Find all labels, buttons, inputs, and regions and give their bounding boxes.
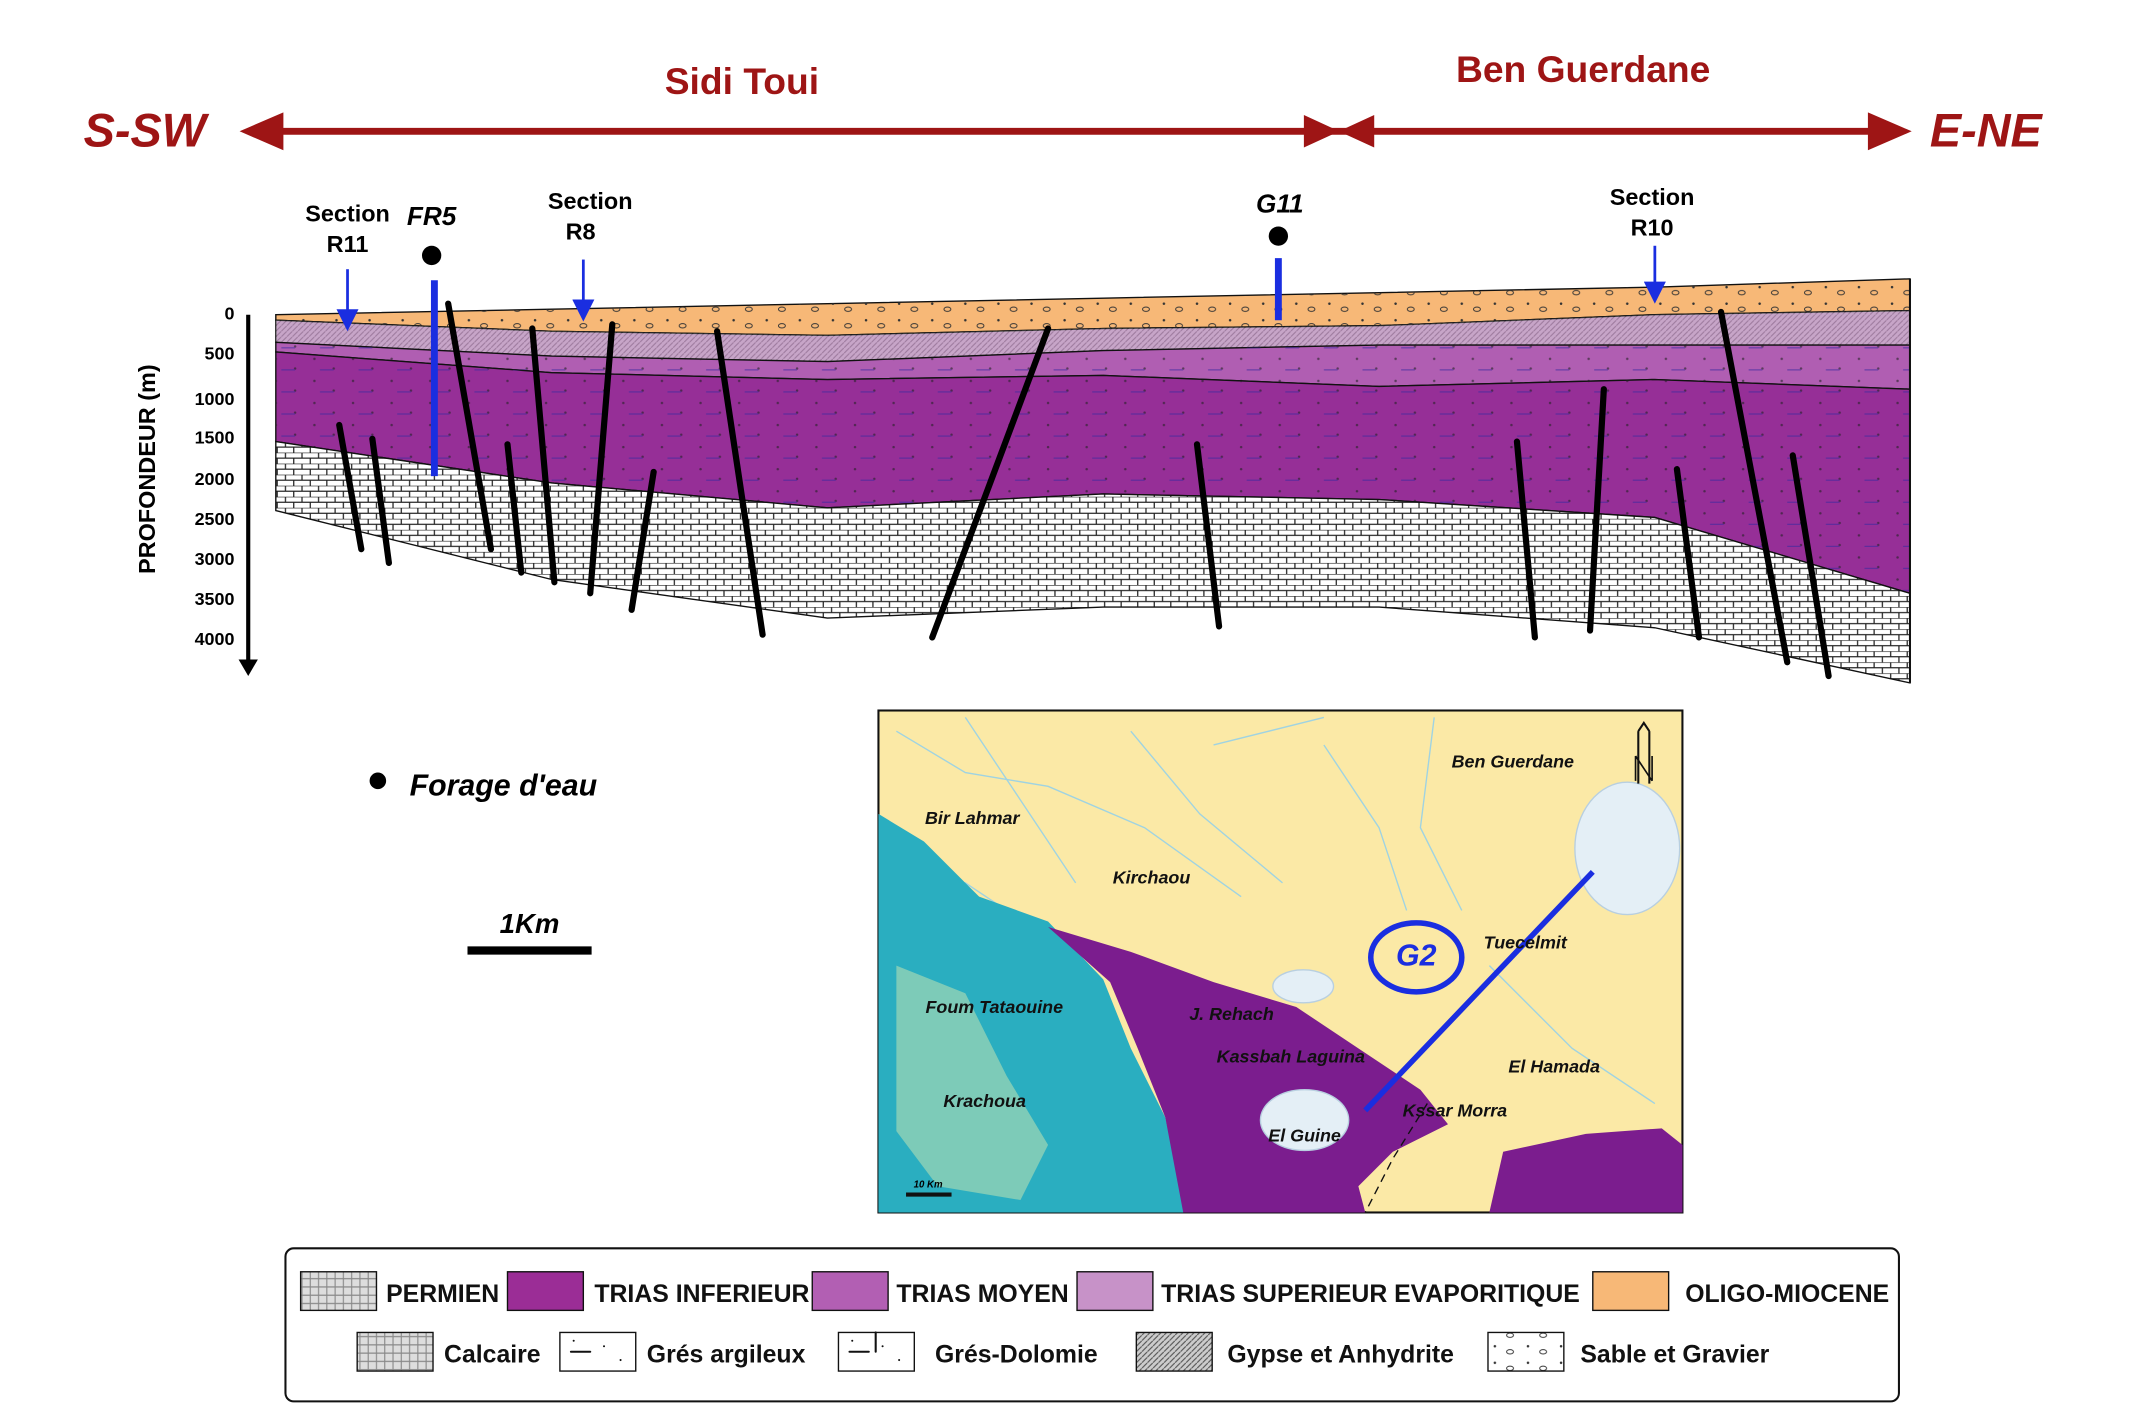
cross-section: 0 500 1000 1500 2000 2500 3000 3500 4000 [195, 226, 1912, 684]
zone-marker: G2 [1396, 939, 1437, 972]
legend-label: PERMIEN [386, 1281, 499, 1308]
legend-swatch [1076, 1271, 1154, 1312]
place-label: J. Rehach [1189, 1004, 1274, 1024]
depth-tick-label: 3500 [195, 589, 235, 609]
well-symbol [1268, 226, 1289, 246]
fault [1513, 438, 1538, 641]
depth-tick-label: 4000 [195, 629, 235, 649]
legend-swatch-texture [848, 1331, 901, 1362]
depth-tick-label: 1500 [195, 428, 235, 448]
layer-texture [275, 310, 1910, 362]
fault [1789, 452, 1832, 680]
legend-swatch [356, 1331, 434, 1372]
fault [445, 300, 495, 553]
depth-tick-label: 2000 [195, 469, 235, 489]
well-label: G11 [1256, 189, 1304, 219]
legend-swatch [811, 1271, 889, 1312]
section-marker-label: Section [548, 188, 633, 214]
legend-label: Sable et Gravier [1580, 1341, 1769, 1368]
place-label: Foum Tataouine [925, 997, 1063, 1017]
section-marker-label: Section [305, 201, 390, 227]
depth-axis-arrow [238, 659, 258, 677]
fault [369, 435, 392, 567]
section-marker-label: R11 [327, 231, 369, 257]
depth-tick-label: 0 [224, 303, 234, 323]
place-label: El Guine [1268, 1125, 1341, 1145]
section-marker-label: Section [1610, 184, 1695, 210]
place-label: Ben Guerdane [1452, 752, 1574, 772]
place-label: Kassbah Laguina [1217, 1047, 1365, 1067]
fault [504, 441, 525, 576]
fault [929, 325, 1052, 641]
place-label: El Hamada [1508, 1056, 1600, 1076]
legend-label: TRIAS INFERIEUR [594, 1281, 809, 1308]
map-scale-label: 10 Km [914, 1179, 943, 1190]
fault [1717, 308, 1791, 666]
place-label: Kssar Morra [1403, 1101, 1508, 1121]
legend: PERMIEN TRIAS INFERIEUR TRIAS MOYEN TRIAS S… [299, 1271, 1889, 1372]
zone-label: Sidi Toui [665, 60, 819, 102]
location-map [877, 709, 1684, 1214]
legend-swatch-texture [569, 1339, 622, 1362]
depth-tick-label: 500 [205, 343, 235, 363]
axis-label: PROFONDEUR (m) [134, 364, 160, 574]
direction-arrow [239, 112, 1912, 151]
fault [336, 421, 365, 553]
depth-tick-label: 1000 [195, 389, 235, 409]
fault [1586, 386, 1607, 634]
place-label: Tuecelmit [1484, 932, 1568, 952]
legend-swatch [299, 1271, 378, 1312]
legend-label: Grés argileux [647, 1341, 806, 1368]
well-symbol [369, 772, 387, 790]
fault [628, 468, 657, 613]
well-symbol [421, 245, 442, 266]
well-key: Forage d'eau [410, 770, 598, 803]
layer-texture [275, 278, 1910, 336]
legend-label: TRIAS SUPERIEUR EVAPORITIQUE [1161, 1281, 1580, 1308]
fault [529, 325, 558, 586]
scale-label: 1Km [500, 908, 560, 939]
legend-swatch [1487, 1331, 1565, 1372]
section-marker-label: R10 [1631, 214, 1674, 240]
legend-label: Calcaire [444, 1341, 541, 1368]
legend-swatch [1592, 1271, 1670, 1312]
fault [1193, 441, 1223, 630]
layer-texture [275, 342, 1910, 390]
zone-label: Ben Guerdane [1456, 48, 1710, 90]
section-marker-label: R8 [566, 219, 596, 245]
fault [1673, 466, 1703, 641]
legend-label: Grés-Dolomie [935, 1341, 1098, 1368]
legend-swatch [1135, 1331, 1213, 1372]
fault [587, 321, 616, 597]
legend-label: TRIAS MOYEN [896, 1281, 1068, 1308]
fault [713, 328, 766, 638]
legend-swatch [506, 1271, 585, 1312]
place-label: Krachoua [943, 1091, 1026, 1111]
well-label: FR5 [407, 201, 457, 231]
legend-label: Gypse et Anhydrite [1227, 1341, 1454, 1368]
place-label: Bir Lahmar [925, 808, 1021, 828]
direction-right: E-NE [1930, 104, 2044, 156]
place-label: Kirchaou [1113, 867, 1191, 887]
legend-label: OLIGO-MIOCENE [1685, 1281, 1889, 1308]
depth-tick-label: 2500 [195, 509, 235, 529]
layer-texture [275, 351, 1910, 594]
direction-left: S-SW [84, 104, 210, 156]
depth-tick-label: 3000 [195, 549, 235, 569]
